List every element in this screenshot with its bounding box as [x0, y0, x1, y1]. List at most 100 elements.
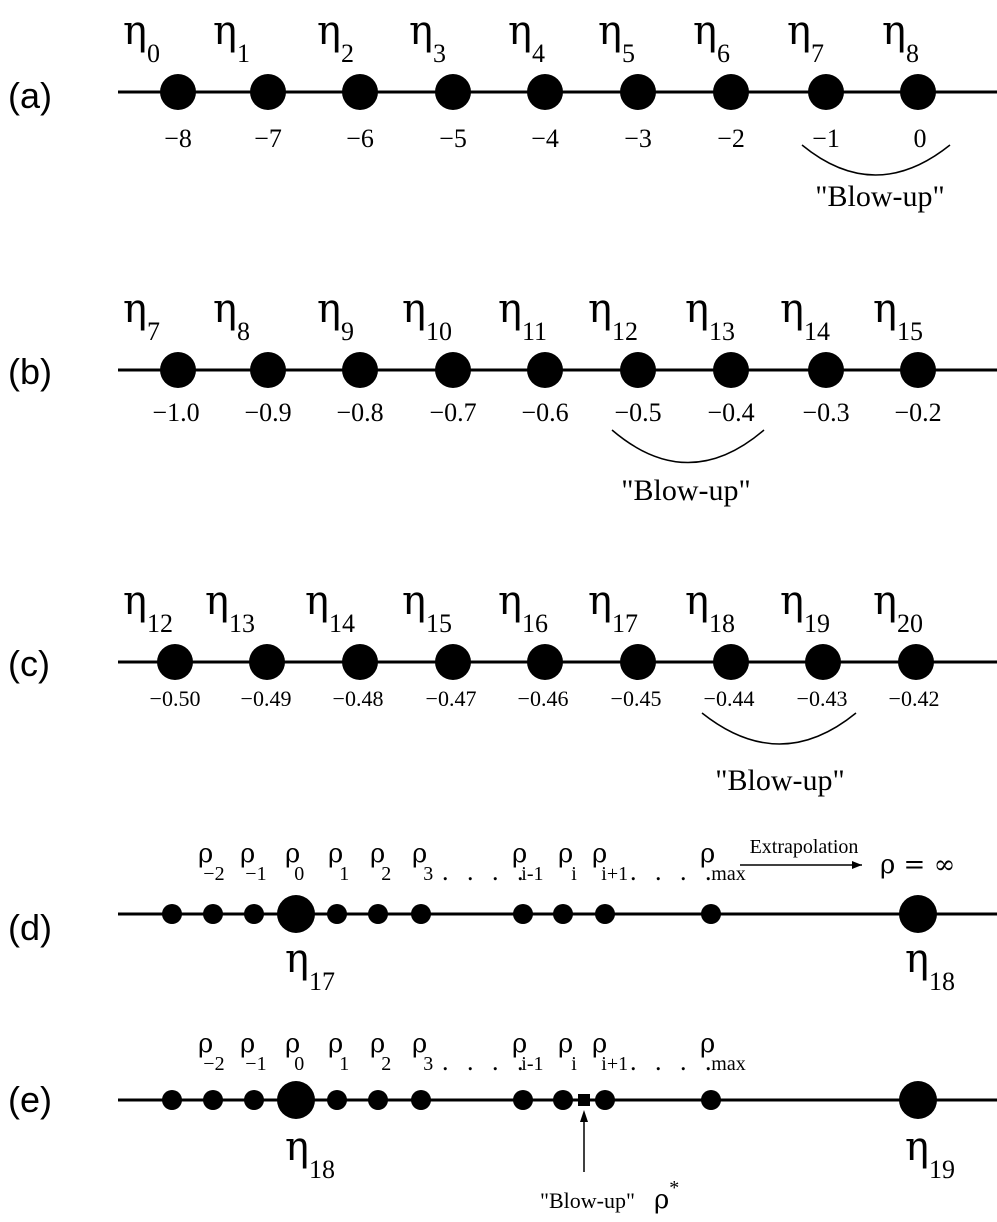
nodes-d [162, 895, 937, 933]
eta-label: η1 [213, 8, 250, 68]
rho-dot [411, 904, 431, 924]
ellipsis: . . . . [442, 857, 530, 886]
panel-label-a: (a) [8, 75, 52, 116]
node-dot [713, 74, 749, 110]
tick-labels-a: −8 −7 −6 −5 −4 −3 −2 −1 0 [164, 124, 926, 153]
rho-infinity-label: ρ = ∞ [880, 850, 955, 880]
eta-label-left-e: η18 [285, 1124, 335, 1184]
blowup-label-e: "Blow-up" [540, 1188, 635, 1213]
tick-label: −0.9 [244, 398, 291, 427]
ellipsis: . . . . [630, 857, 718, 886]
eta-label: η14 [780, 286, 830, 346]
eta-label: η13 [685, 286, 735, 346]
eta-label: η18 [685, 578, 735, 638]
rho-dot [203, 1090, 223, 1110]
tick-label: −8 [164, 124, 192, 153]
tick-label: −0.43 [797, 686, 848, 711]
node-dot [900, 74, 936, 110]
tick-label: −2 [717, 124, 745, 153]
node-dot [808, 74, 844, 110]
tick-label: −6 [346, 124, 374, 153]
rho-label: ρ max [700, 839, 746, 885]
tick-label: 0 [914, 124, 927, 153]
eta-label: η19 [780, 578, 830, 638]
node-dot [435, 352, 471, 388]
eta-label: η4 [508, 8, 545, 68]
node-dot [250, 352, 286, 388]
node-dot [342, 74, 378, 110]
rho-dot [203, 904, 223, 924]
tick-label: −0.48 [333, 686, 384, 711]
panel-b: (b) η7 η8 η9 η10 η11 η12 η13 η14 η15 −1.… [8, 286, 997, 507]
panel-label-e: (e) [8, 1079, 52, 1120]
node-dot [900, 352, 936, 388]
rho-label: ρ i-1 [512, 1029, 544, 1075]
rho-dot [513, 904, 533, 924]
eta-label: η17 [588, 578, 638, 638]
node-dot [250, 74, 286, 110]
blowup-point-marker [578, 1094, 590, 1106]
eta-label-right-e: η19 [905, 1124, 955, 1184]
eta-label: η16 [498, 578, 548, 638]
rho-label: ρ i+1 [592, 839, 628, 885]
node-dot [899, 1081, 937, 1119]
eta-label: η7 [123, 286, 160, 346]
node-dot [808, 352, 844, 388]
tick-label: −0.47 [426, 686, 477, 711]
tick-label: −0.7 [429, 398, 476, 427]
tick-label: −0.4 [707, 398, 754, 427]
tick-label: −0.6 [521, 398, 568, 427]
blowup-label-b: "Blow-up" [621, 474, 751, 507]
rho-dot [595, 904, 615, 924]
extrapolation-label: Extrapolation [750, 836, 859, 858]
panel-label-d: (d) [8, 907, 52, 948]
rho-dot [162, 904, 182, 924]
tick-label: −1.0 [152, 398, 199, 427]
node-dot [620, 74, 656, 110]
blowup-brace-c [701, 712, 857, 745]
rho-dot [162, 1090, 182, 1110]
blowup-brace-a [801, 144, 951, 176]
node-dot [527, 644, 563, 680]
tick-labels-b: −1.0 −0.9 −0.8 −0.7 −0.6 −0.5 −0.4 −0.3 … [152, 398, 941, 427]
blowup-label-c: "Blow-up" [715, 764, 845, 797]
tick-label: −0.45 [611, 686, 662, 711]
node-dot [713, 352, 749, 388]
rho-label: ρ max [700, 1029, 746, 1075]
tick-label: −1 [812, 124, 840, 153]
node-dot [527, 352, 563, 388]
node-dot [620, 644, 656, 680]
rho-dot [368, 904, 388, 924]
eta-label: η14 [305, 578, 355, 638]
eta-label: η12 [123, 578, 173, 638]
eta-label: η7 [787, 8, 824, 68]
node-dot [277, 895, 315, 933]
ellipsis: . . . . [442, 1047, 530, 1076]
eta-label: η15 [402, 578, 452, 638]
tick-label: −0.3 [802, 398, 849, 427]
rho-label: ρ i+1 [592, 1029, 628, 1075]
nodes-c [157, 644, 934, 680]
rho-dot [701, 1090, 721, 1110]
rho-dot [244, 904, 264, 924]
node-dot [435, 644, 471, 680]
arrowhead-icon [580, 1110, 588, 1122]
eta-label: η5 [598, 8, 635, 68]
rho-dot [513, 1090, 533, 1110]
ellipsis: . . . . [630, 1047, 718, 1076]
tick-label: −0.5 [614, 398, 661, 427]
blowup-label-a: "Blow-up" [815, 180, 945, 213]
node-dot [805, 644, 841, 680]
node-dot [160, 352, 196, 388]
eta-label: η13 [205, 578, 255, 638]
